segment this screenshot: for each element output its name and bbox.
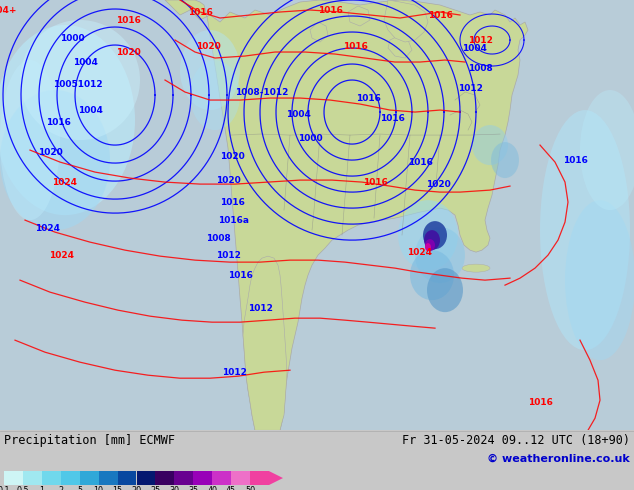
Text: 40: 40 xyxy=(207,486,217,490)
Bar xyxy=(80,471,99,485)
Polygon shape xyxy=(310,22,328,42)
Text: 10051012: 10051012 xyxy=(53,79,103,89)
Text: 1016: 1016 xyxy=(219,197,245,207)
Text: 1012: 1012 xyxy=(458,84,482,93)
Text: 1: 1 xyxy=(39,486,44,490)
Ellipse shape xyxy=(462,264,490,272)
Polygon shape xyxy=(388,35,412,58)
Text: 1020: 1020 xyxy=(115,48,140,56)
Ellipse shape xyxy=(0,90,110,230)
Ellipse shape xyxy=(415,227,465,283)
Ellipse shape xyxy=(424,230,440,250)
Bar xyxy=(174,471,193,485)
Text: 904+: 904+ xyxy=(0,5,17,15)
Text: 1016: 1016 xyxy=(318,5,342,15)
Ellipse shape xyxy=(565,200,634,360)
Polygon shape xyxy=(348,6,370,26)
Polygon shape xyxy=(243,256,287,430)
Text: 1020: 1020 xyxy=(196,42,221,50)
Text: 1020: 1020 xyxy=(37,147,62,157)
Ellipse shape xyxy=(491,142,519,178)
Text: 1008-1012: 1008-1012 xyxy=(235,88,288,97)
Bar xyxy=(155,471,174,485)
Text: 1004: 1004 xyxy=(462,44,486,52)
Text: 1012: 1012 xyxy=(221,368,247,377)
Bar xyxy=(136,471,155,485)
Text: 1000: 1000 xyxy=(298,134,322,143)
Text: 1016: 1016 xyxy=(188,7,212,17)
Ellipse shape xyxy=(0,25,135,215)
Bar xyxy=(42,471,61,485)
Text: 1012: 1012 xyxy=(467,35,493,45)
Text: 50: 50 xyxy=(245,486,255,490)
Ellipse shape xyxy=(580,90,634,210)
Text: 1016: 1016 xyxy=(363,177,387,187)
Text: 1012: 1012 xyxy=(216,250,240,260)
Text: 1012: 1012 xyxy=(247,304,273,313)
Text: 0.1: 0.1 xyxy=(0,486,10,490)
Text: 10: 10 xyxy=(94,486,103,490)
Text: 1024: 1024 xyxy=(36,223,60,233)
Text: 15: 15 xyxy=(112,486,122,490)
Text: © weatheronline.co.uk: © weatheronline.co.uk xyxy=(488,454,630,464)
Ellipse shape xyxy=(425,239,435,251)
Text: 1016a: 1016a xyxy=(219,216,250,224)
Bar xyxy=(4,471,23,485)
Ellipse shape xyxy=(427,268,463,312)
Ellipse shape xyxy=(472,125,508,165)
Text: 1004: 1004 xyxy=(77,105,103,115)
Text: 1016: 1016 xyxy=(527,398,552,407)
Text: 1016: 1016 xyxy=(356,94,380,102)
Bar xyxy=(212,471,231,485)
Bar xyxy=(61,471,80,485)
Text: 1004: 1004 xyxy=(72,57,98,67)
Polygon shape xyxy=(269,471,283,485)
Ellipse shape xyxy=(180,30,240,110)
Text: 1016: 1016 xyxy=(408,158,432,167)
Text: 1016: 1016 xyxy=(380,114,404,122)
Text: 1000: 1000 xyxy=(60,33,84,43)
Ellipse shape xyxy=(190,60,240,130)
Text: 5: 5 xyxy=(77,486,82,490)
Text: 45: 45 xyxy=(226,486,236,490)
Ellipse shape xyxy=(20,20,140,140)
Text: 1020: 1020 xyxy=(219,151,244,161)
Text: 1008: 1008 xyxy=(468,64,493,73)
Text: 1016: 1016 xyxy=(115,16,141,24)
Text: 25: 25 xyxy=(150,486,160,490)
Text: 1016: 1016 xyxy=(427,10,453,20)
Text: 1004: 1004 xyxy=(285,110,311,119)
Text: 1020: 1020 xyxy=(216,175,240,185)
Ellipse shape xyxy=(423,221,447,249)
Text: 1016: 1016 xyxy=(228,270,252,280)
Polygon shape xyxy=(384,0,428,42)
Bar xyxy=(193,471,212,485)
Text: 30: 30 xyxy=(169,486,179,490)
Text: 1024: 1024 xyxy=(53,177,77,187)
Ellipse shape xyxy=(540,110,630,350)
Text: 35: 35 xyxy=(188,486,198,490)
Text: Fr 31-05-2024 09..12 UTC (18+90): Fr 31-05-2024 09..12 UTC (18+90) xyxy=(402,434,630,447)
Text: 1020: 1020 xyxy=(425,180,450,189)
Bar xyxy=(99,471,117,485)
Bar xyxy=(231,471,250,485)
Text: 1024: 1024 xyxy=(408,247,432,257)
Text: 20: 20 xyxy=(131,486,141,490)
Text: 0.5: 0.5 xyxy=(16,486,29,490)
Text: 1016: 1016 xyxy=(562,156,588,165)
Polygon shape xyxy=(165,0,528,430)
Text: 1024: 1024 xyxy=(49,250,75,260)
Bar xyxy=(23,471,42,485)
Ellipse shape xyxy=(410,250,454,300)
Text: 2: 2 xyxy=(58,486,63,490)
Ellipse shape xyxy=(398,200,458,270)
Text: 1016: 1016 xyxy=(342,42,368,50)
Ellipse shape xyxy=(0,60,60,220)
Ellipse shape xyxy=(425,243,431,251)
Text: Precipitation [mm] ECMWF: Precipitation [mm] ECMWF xyxy=(4,434,175,447)
Text: 1016: 1016 xyxy=(46,118,70,126)
Bar xyxy=(117,471,136,485)
Text: 1008: 1008 xyxy=(205,234,230,243)
Bar xyxy=(250,471,269,485)
